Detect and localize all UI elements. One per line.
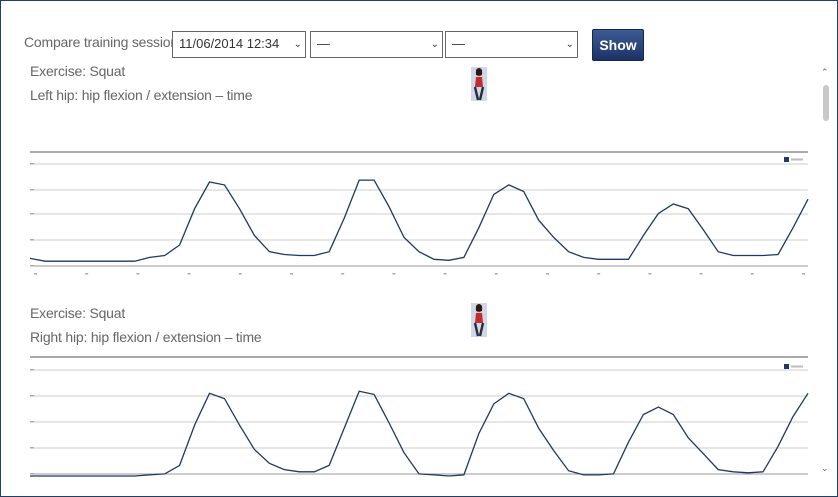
woman-figure-icon xyxy=(471,67,487,101)
compare-label: Compare training sessions xyxy=(24,34,185,50)
y-tick xyxy=(30,395,34,397)
legend-swatch xyxy=(784,364,789,369)
x-tick xyxy=(187,273,191,275)
x-tick xyxy=(341,273,345,275)
chart-title-1: Left hip: hip flexion / extension – time xyxy=(30,87,253,103)
x-tick xyxy=(648,273,652,275)
y-tick xyxy=(30,239,34,241)
chevron-down-icon: ⌄ xyxy=(293,39,302,50)
x-tick xyxy=(802,273,805,275)
x-tick xyxy=(238,273,242,275)
session-select-1-value: 11/06/2014 12:34 xyxy=(179,36,280,51)
legend-label-mark xyxy=(791,158,803,161)
x-tick xyxy=(597,273,601,275)
x-tick xyxy=(290,273,293,275)
series-line xyxy=(30,390,809,477)
session-select-2-value: — xyxy=(317,36,330,51)
legend-label-mark xyxy=(791,365,803,368)
x-tick xyxy=(699,273,703,275)
legend-swatch xyxy=(784,157,789,162)
session-select-2[interactable]: — ⌄ xyxy=(310,31,443,58)
series-line xyxy=(30,179,809,262)
show-button[interactable]: Show xyxy=(592,29,644,61)
scroll-up-icon[interactable]: ⌃ xyxy=(821,67,829,77)
x-tick xyxy=(546,273,549,275)
x-tick xyxy=(750,273,754,275)
y-tick xyxy=(30,189,34,191)
x-tick xyxy=(85,273,89,275)
chart-title-2: Right hip: hip flexion / extension – tim… xyxy=(30,329,262,345)
y-tick xyxy=(30,265,34,267)
scrollbar[interactable]: ⌃ ⌄ xyxy=(819,63,833,483)
x-tick xyxy=(494,273,498,275)
exercise-label-2: Exercise: Squat xyxy=(30,305,126,321)
toolbar: Compare training sessions 11/06/2014 12:… xyxy=(1,1,837,61)
y-tick xyxy=(30,447,34,449)
chart-scroll-area[interactable]: Exercise: Squat Left hip: hip flexion / … xyxy=(1,61,837,496)
x-tick xyxy=(392,273,396,275)
y-tick xyxy=(30,369,34,371)
exercise-label-1: Exercise: Squat xyxy=(30,63,126,79)
session-select-1[interactable]: 11/06/2014 12:34 ⌄ xyxy=(172,31,306,58)
chevron-down-icon: ⌄ xyxy=(565,39,574,50)
scrollbar-thumb[interactable] xyxy=(823,85,829,121)
woman-figure-icon xyxy=(471,303,487,337)
session-select-3[interactable]: — ⌄ xyxy=(445,31,578,58)
y-tick xyxy=(30,213,34,215)
x-tick xyxy=(34,273,37,275)
left-hip-chart xyxy=(30,151,809,275)
y-tick xyxy=(30,421,34,423)
y-tick xyxy=(30,163,34,165)
session-select-3-value: — xyxy=(452,36,465,51)
right-hip-chart xyxy=(30,356,809,477)
chevron-down-icon: ⌄ xyxy=(430,39,439,50)
y-tick xyxy=(30,473,34,475)
x-tick xyxy=(443,273,447,275)
x-tick xyxy=(136,273,140,275)
scroll-down-icon[interactable]: ⌄ xyxy=(821,463,829,473)
